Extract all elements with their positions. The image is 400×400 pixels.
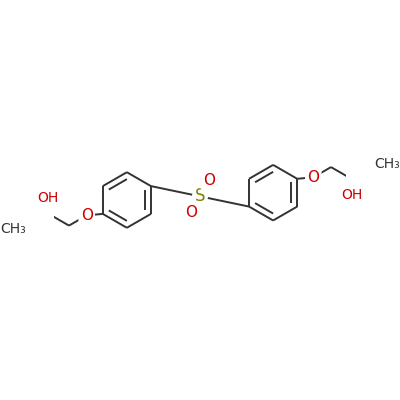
Text: CH₃: CH₃ xyxy=(0,222,26,236)
Text: O: O xyxy=(185,205,197,220)
Text: CH₃: CH₃ xyxy=(374,157,400,171)
Text: OH: OH xyxy=(341,188,362,202)
Text: OH: OH xyxy=(38,191,59,205)
Text: O: O xyxy=(307,170,319,185)
Text: S: S xyxy=(195,187,205,205)
Text: O: O xyxy=(203,173,215,188)
Text: O: O xyxy=(81,208,93,223)
Circle shape xyxy=(193,189,207,204)
